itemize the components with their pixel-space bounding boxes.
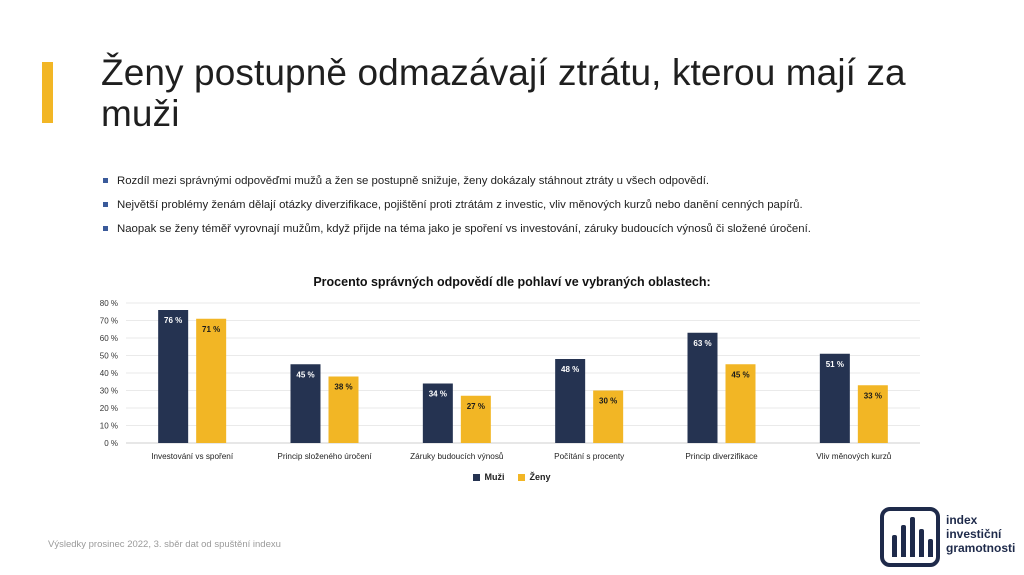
bar-muzi	[158, 310, 189, 443]
y-tick-label: 80 %	[100, 299, 118, 308]
x-category-label: Princip složeného úročení	[277, 452, 372, 461]
title-accent-bar	[42, 62, 53, 123]
x-category-label: Počítání s procenty	[554, 452, 625, 461]
bullet-text: Naopak se ženy téměř vyrovnají mužům, kd…	[117, 223, 811, 235]
bullet-item: Největší problémy ženám dělají otázky di…	[103, 198, 923, 212]
legend-swatch-zeny	[518, 473, 526, 481]
data-label: 63 %	[693, 339, 711, 348]
y-tick-label: 30 %	[100, 387, 118, 396]
bar-zeny	[328, 376, 359, 443]
data-label: 33 %	[864, 391, 882, 400]
footer-note: Výsledky prosinec 2022, 3. sběr dat od s…	[48, 539, 281, 550]
slide-title: Ženy postupně odmazávají ztrátu, kterou …	[101, 52, 906, 134]
chart-legend: Muži Ženy	[0, 472, 1024, 482]
data-label: 71 %	[202, 325, 220, 334]
bullet-text: Rozdíl mezi správnými odpověďmi mužů a ž…	[117, 175, 710, 187]
legend-item-zeny: Ženy	[518, 472, 551, 482]
y-tick-label: 50 %	[100, 352, 118, 361]
data-label: 30 %	[599, 397, 617, 406]
chart-title: Procento správných odpovědí dle pohlaví …	[313, 275, 711, 289]
bar-muzi	[687, 332, 718, 443]
data-label: 48 %	[561, 365, 579, 374]
x-category-label: Princip diverzifikace	[685, 452, 758, 461]
bar-muzi	[422, 383, 453, 443]
bar-muzi	[819, 353, 850, 443]
y-tick-label: 20 %	[100, 404, 118, 413]
logo-text: index investiční gramotnosti	[946, 513, 1015, 555]
logo-line: index	[946, 513, 978, 527]
data-label: 27 %	[467, 402, 485, 411]
bullet-item: Naopak se ženy téměř vyrovnají mužům, kd…	[103, 222, 923, 236]
bar-muzi	[555, 359, 586, 443]
bar-zeny	[196, 318, 227, 443]
bar-muzi	[290, 364, 321, 443]
bullet-square-icon	[103, 178, 108, 183]
bar-zeny	[460, 395, 491, 443]
legend-label-muzi: Muži	[484, 472, 505, 482]
bullet-text: Největší problémy ženám dělají otázky di…	[117, 199, 803, 211]
data-label: 45 %	[296, 370, 314, 379]
logo-line: investiční	[946, 527, 1002, 541]
y-tick-label: 10 %	[100, 422, 118, 431]
logo-line: gramotnosti	[946, 541, 1016, 555]
data-label: 45 %	[731, 370, 749, 379]
y-tick-label: 70 %	[100, 317, 118, 326]
index-logo: index investiční gramotnosti	[880, 507, 1020, 567]
legend-swatch-muzi	[473, 473, 481, 481]
data-label: 38 %	[334, 383, 352, 392]
bar-zeny	[857, 385, 888, 443]
y-tick-label: 60 %	[100, 334, 118, 343]
y-tick-label: 40 %	[100, 369, 118, 378]
bullet-item: Rozdíl mezi správnými odpověďmi mužů a ž…	[103, 174, 923, 188]
bar-zeny	[725, 364, 756, 443]
data-label: 76 %	[164, 316, 182, 325]
data-label: 51 %	[826, 360, 844, 369]
x-category-label: Záruky budoucích výnosů	[410, 451, 504, 461]
bar-zeny	[593, 390, 624, 443]
bullet-list: Rozdíl mezi správnými odpověďmi mužů a ž…	[103, 174, 923, 246]
legend-item-muzi: Muži	[473, 472, 504, 482]
logo-bars-icon	[880, 507, 940, 567]
x-category-label: Vliv měnových kurzů	[816, 451, 892, 461]
bullet-square-icon	[103, 226, 108, 231]
x-category-label: Investování vs spoření	[151, 452, 234, 461]
legend-label-zeny: Ženy	[529, 472, 551, 482]
data-label: 34 %	[429, 390, 447, 399]
bullet-square-icon	[103, 202, 108, 207]
y-tick-label: 0 %	[104, 439, 118, 448]
